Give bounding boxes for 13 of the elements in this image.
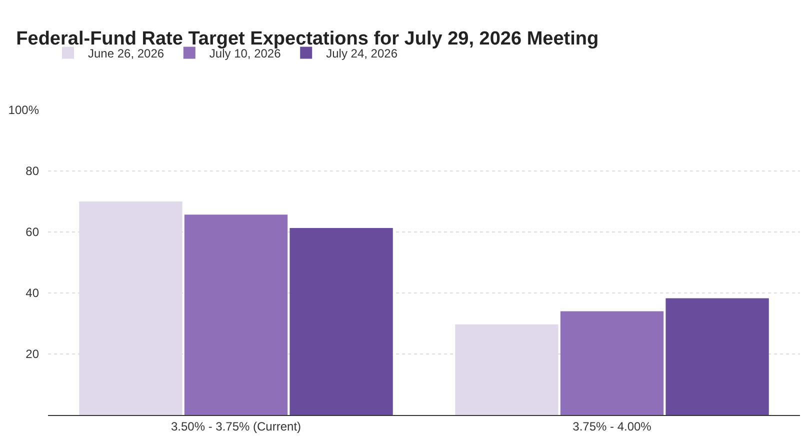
x-tick-label: 3.75% - 4.00% [572,419,652,434]
bar [666,298,769,415]
y-tick-label: 80 [26,164,40,178]
y-tick-label: 20 [26,347,40,362]
x-tick-label: 3.50% - 3.75% (Current) [170,419,302,434]
bar [79,202,182,415]
bar [290,228,393,415]
bar [560,311,664,415]
y-tick-label: 40 [26,286,40,300]
y-tick-label: 60 [26,225,40,240]
y-tick-label: 100% [8,103,40,118]
bar [184,214,288,415]
bar [455,324,558,415]
